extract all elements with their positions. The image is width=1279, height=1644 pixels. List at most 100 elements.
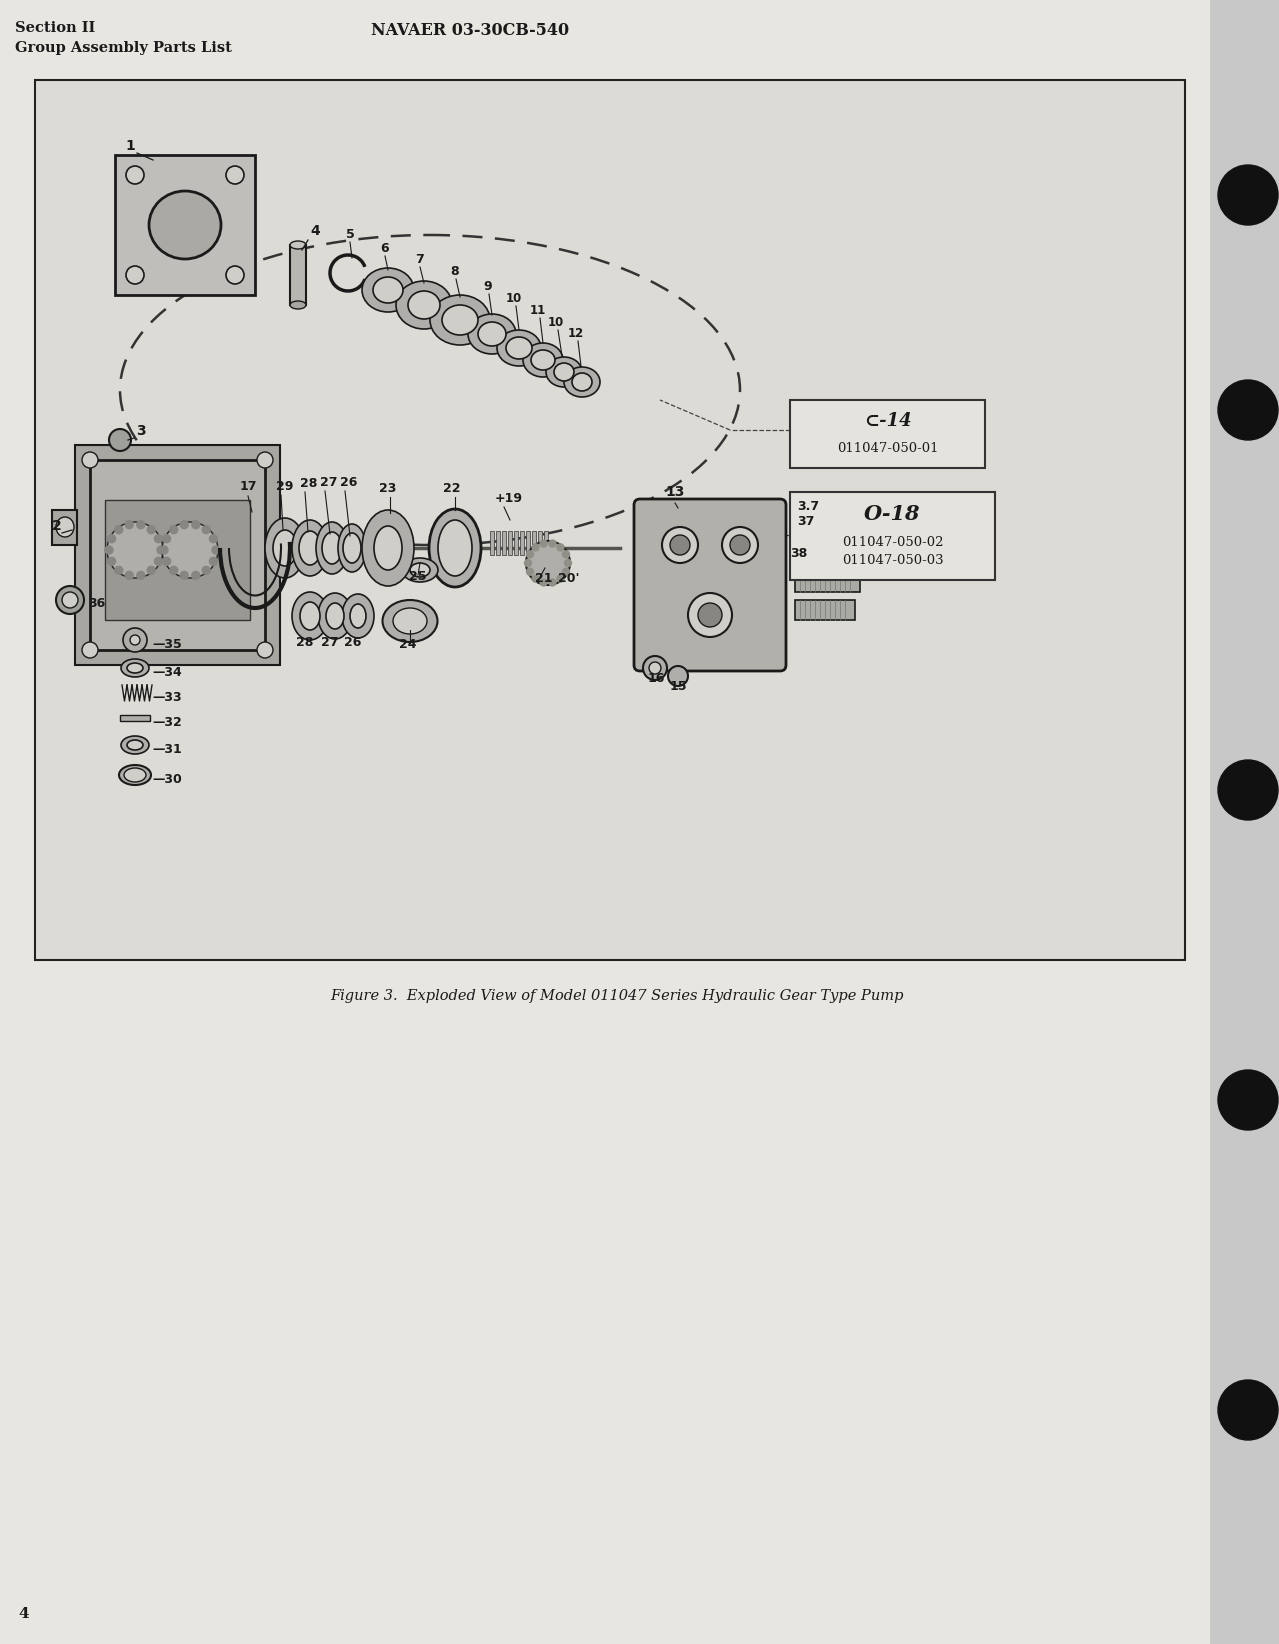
Text: Figure 3.  Exploded View of Model 011047 Series Hydraulic Gear Type Pump: Figure 3. Exploded View of Model 011047 … — [330, 990, 903, 1003]
Ellipse shape — [428, 510, 481, 587]
Circle shape — [670, 534, 689, 556]
Text: 17: 17 — [240, 480, 257, 493]
Circle shape — [698, 603, 723, 626]
Circle shape — [212, 546, 220, 554]
Circle shape — [130, 635, 139, 644]
Circle shape — [127, 166, 145, 184]
Text: 27: 27 — [321, 636, 339, 649]
Ellipse shape — [362, 268, 414, 312]
Text: 22: 22 — [444, 482, 460, 495]
Circle shape — [82, 643, 98, 658]
Text: 9: 9 — [483, 279, 492, 293]
Text: 1: 1 — [125, 140, 134, 153]
Circle shape — [147, 566, 155, 574]
Circle shape — [549, 579, 556, 585]
Text: 2: 2 — [52, 520, 61, 533]
Text: 5: 5 — [345, 229, 354, 242]
Text: 8: 8 — [450, 265, 459, 278]
Ellipse shape — [322, 533, 341, 564]
Circle shape — [61, 592, 78, 608]
Text: 29: 29 — [276, 480, 293, 493]
Circle shape — [137, 572, 145, 579]
Ellipse shape — [554, 363, 574, 381]
Bar — [90, 460, 265, 649]
Circle shape — [157, 546, 165, 554]
Circle shape — [540, 539, 547, 547]
Ellipse shape — [498, 330, 541, 367]
Circle shape — [127, 266, 145, 284]
Circle shape — [210, 534, 217, 543]
Text: —30: —30 — [152, 773, 182, 786]
Circle shape — [155, 557, 162, 566]
Circle shape — [524, 559, 532, 567]
Text: 7: 7 — [416, 253, 425, 266]
Bar — [35, 81, 1186, 960]
Text: 37: 37 — [797, 515, 815, 528]
Circle shape — [688, 593, 732, 636]
Ellipse shape — [127, 663, 143, 672]
Circle shape — [556, 544, 564, 551]
Circle shape — [82, 452, 98, 469]
Bar — [120, 715, 150, 722]
Text: 011047-050-02: 011047-050-02 — [842, 536, 943, 549]
Text: —32: —32 — [152, 715, 182, 728]
Circle shape — [125, 572, 133, 579]
Bar — [501, 531, 506, 556]
Circle shape — [125, 521, 133, 529]
Circle shape — [563, 569, 569, 575]
Circle shape — [532, 575, 538, 582]
Ellipse shape — [265, 518, 304, 579]
Ellipse shape — [411, 562, 430, 577]
Ellipse shape — [299, 531, 321, 566]
Circle shape — [180, 521, 188, 529]
Ellipse shape — [292, 520, 327, 575]
Bar — [796, 570, 859, 592]
Text: 21: 21 — [535, 572, 553, 585]
Text: 20': 20' — [558, 572, 579, 585]
Text: 4: 4 — [18, 1606, 28, 1621]
Circle shape — [162, 557, 170, 566]
Ellipse shape — [301, 602, 320, 630]
Circle shape — [192, 572, 200, 579]
Circle shape — [527, 569, 533, 575]
Bar — [538, 531, 542, 556]
Bar — [532, 531, 536, 556]
Ellipse shape — [373, 526, 402, 570]
Bar — [290, 245, 306, 306]
Circle shape — [257, 452, 272, 469]
Ellipse shape — [506, 337, 532, 358]
Ellipse shape — [478, 322, 506, 345]
Circle shape — [56, 585, 84, 613]
Text: 16: 16 — [648, 672, 665, 686]
Circle shape — [170, 566, 178, 574]
Text: —31: —31 — [152, 743, 182, 756]
Circle shape — [723, 528, 758, 562]
Text: —34: —34 — [152, 666, 182, 679]
Ellipse shape — [408, 291, 440, 319]
Ellipse shape — [572, 373, 592, 391]
Ellipse shape — [318, 593, 352, 640]
Circle shape — [1218, 760, 1278, 820]
Circle shape — [1218, 380, 1278, 441]
Ellipse shape — [393, 608, 427, 635]
Bar — [790, 399, 985, 469]
Circle shape — [107, 523, 162, 579]
Ellipse shape — [468, 314, 515, 353]
Circle shape — [210, 557, 217, 566]
Text: 15: 15 — [670, 681, 688, 694]
Circle shape — [564, 559, 572, 567]
Bar — [105, 500, 249, 620]
Ellipse shape — [343, 533, 361, 562]
Ellipse shape — [382, 600, 437, 643]
Text: +19: +19 — [495, 492, 523, 505]
Circle shape — [105, 546, 113, 554]
Ellipse shape — [341, 593, 373, 638]
Text: 38: 38 — [790, 547, 807, 561]
Circle shape — [549, 539, 556, 547]
Ellipse shape — [272, 529, 297, 566]
Circle shape — [1218, 1379, 1278, 1440]
Ellipse shape — [124, 768, 146, 783]
Ellipse shape — [564, 367, 600, 396]
Bar — [52, 510, 77, 546]
Ellipse shape — [402, 557, 437, 582]
